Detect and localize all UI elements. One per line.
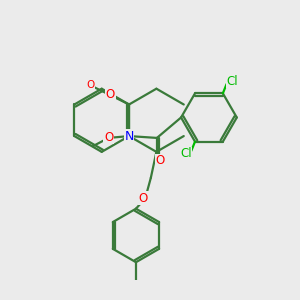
Text: O: O: [155, 154, 164, 167]
Text: Cl: Cl: [226, 75, 238, 88]
Text: N: N: [124, 130, 134, 142]
Text: Cl: Cl: [180, 147, 191, 161]
Text: O: O: [104, 131, 113, 144]
Text: O: O: [106, 88, 115, 101]
Text: O: O: [139, 192, 148, 205]
Text: O: O: [86, 80, 94, 90]
Text: O: O: [106, 89, 115, 102]
